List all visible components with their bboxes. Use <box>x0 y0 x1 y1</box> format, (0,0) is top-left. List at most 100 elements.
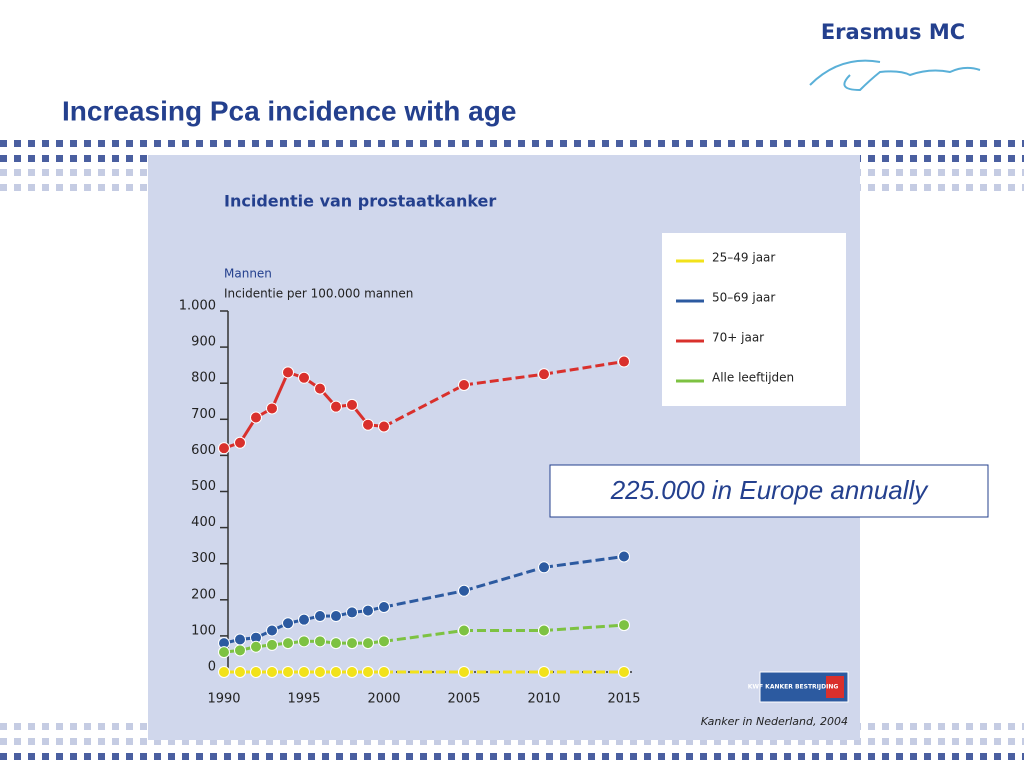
data-point <box>618 355 630 368</box>
data-point <box>266 638 278 651</box>
data-point <box>458 666 470 678</box>
data-point <box>362 604 374 617</box>
x-tick-label: 2000 <box>367 692 400 707</box>
legend-label: Alle leeftijden <box>712 371 794 385</box>
data-point <box>266 666 278 678</box>
callout-box <box>549 464 989 518</box>
y-axis-label: Incidentie per 100.000 mannen <box>224 287 413 301</box>
data-point <box>218 646 230 659</box>
y-tick-label: 800 <box>191 371 216 386</box>
y-tick-label: 300 <box>191 551 216 566</box>
decor-dots <box>0 753 1024 760</box>
series-line <box>383 628 465 643</box>
data-point <box>346 398 358 411</box>
x-tick-label: 1990 <box>207 692 240 707</box>
data-point <box>314 666 326 678</box>
data-point <box>362 418 374 431</box>
chart-title: Incidentie van prostaatkanker <box>224 192 496 211</box>
data-point <box>362 666 374 678</box>
data-point <box>538 624 550 637</box>
data-point <box>234 666 246 678</box>
data-point <box>282 366 294 379</box>
series-line <box>383 383 465 428</box>
data-point <box>458 584 470 597</box>
logo-swoosh <box>809 59 981 92</box>
data-point <box>266 402 278 415</box>
y-tick-label: 100 <box>191 623 216 638</box>
data-point <box>250 411 262 424</box>
data-point <box>218 442 230 455</box>
data-point <box>378 635 390 648</box>
data-point <box>618 619 630 632</box>
legend-label: 50–69 jaar <box>712 291 775 305</box>
x-tick-label: 2005 <box>447 692 480 707</box>
y-tick-label: 1.000 <box>179 299 216 314</box>
series-line <box>543 554 625 569</box>
data-point <box>250 640 262 653</box>
kwf-logo-mark <box>826 676 844 698</box>
slide-title: Increasing Pca incidence with age <box>62 95 516 126</box>
data-point <box>378 420 390 433</box>
data-point <box>234 644 246 657</box>
kwf-logo-text: KWF KANKER BESTRIJDING <box>748 684 839 691</box>
data-point <box>298 635 310 648</box>
data-point <box>458 379 470 392</box>
data-point <box>298 666 310 678</box>
x-tick-label: 2010 <box>527 692 560 707</box>
data-point <box>282 637 294 650</box>
callout: 225.000 in Europe annually <box>610 475 930 505</box>
y-tick-label: 600 <box>191 443 216 458</box>
y-tick-label: 400 <box>191 515 216 530</box>
data-point <box>282 666 294 678</box>
series-line <box>543 360 625 376</box>
legend-label: 25–49 jaar <box>712 251 775 265</box>
data-point <box>218 666 230 678</box>
data-point <box>250 666 262 678</box>
data-point <box>330 610 342 623</box>
data-point <box>538 368 550 381</box>
data-point <box>618 666 630 678</box>
y-tick-label: 0 <box>208 660 216 675</box>
data-point <box>346 666 358 678</box>
series-line <box>543 623 625 632</box>
series-line <box>383 589 465 609</box>
source: Kanker in Nederland, 2004 <box>701 715 848 728</box>
data-point <box>618 550 630 563</box>
data-point <box>234 436 246 449</box>
data-point <box>378 601 390 614</box>
data-point <box>330 400 342 413</box>
y-tick-label: 200 <box>191 587 216 602</box>
series-line <box>270 371 290 410</box>
chart-subtitle: Mannen <box>224 267 272 281</box>
series-line <box>463 372 545 387</box>
data-point <box>266 624 278 637</box>
series-line <box>463 565 545 593</box>
decor-dots <box>0 738 1024 745</box>
x-tick-label: 2015 <box>607 692 640 707</box>
y-tick-label: 500 <box>191 479 216 494</box>
data-point <box>378 666 390 678</box>
data-point <box>298 613 310 626</box>
data-point <box>362 637 374 650</box>
data-point <box>330 666 342 678</box>
data-point <box>538 561 550 574</box>
logo: Erasmus MC <box>821 20 965 44</box>
data-point <box>538 666 550 678</box>
data-point <box>346 637 358 650</box>
data-point <box>298 371 310 384</box>
decor-dots <box>0 140 1024 147</box>
y-tick-label: 900 <box>191 335 216 350</box>
data-point <box>458 624 470 637</box>
data-point <box>314 610 326 623</box>
data-point <box>282 617 294 630</box>
data-point <box>330 637 342 650</box>
data-point <box>346 606 358 619</box>
data-point <box>314 382 326 395</box>
x-tick-label: 1995 <box>287 692 320 707</box>
data-point <box>314 635 326 648</box>
legend-label: 70+ jaar <box>712 331 764 345</box>
y-tick-label: 700 <box>191 407 216 422</box>
data-point <box>234 633 246 646</box>
